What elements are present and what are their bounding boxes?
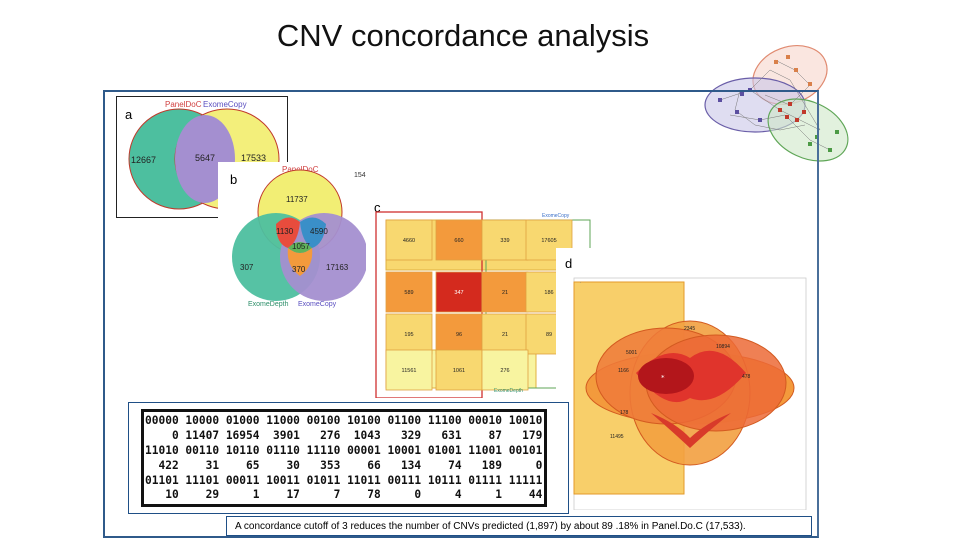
table-row: 01101 11101 00011 10011 01011 11011 0011…: [145, 474, 543, 487]
venn-d-value: 1166: [618, 368, 629, 374]
caption-text: A concordance cutoff of 3 reduces the nu…: [235, 521, 746, 532]
table-row: 422 31 65 30 353 66 134 74 189 0 17: [145, 459, 547, 472]
heatmap-cell-value: 96: [456, 332, 462, 338]
heatmap-cell: [481, 349, 529, 391]
panel-c-label: c: [374, 200, 381, 215]
legend-paneldoc: PanelDoC: [282, 165, 319, 174]
heatmap-cell-value: 589: [404, 290, 413, 296]
heatmap-cell-value: 195: [404, 332, 413, 338]
venn-b-value: 370: [292, 265, 306, 274]
heatmap-cell: [385, 349, 433, 391]
venn-b-value: 307: [240, 263, 254, 272]
table-row: 10 29 1 17 7 78 0 4 1 44: [145, 488, 543, 501]
heatmap-venn-four-set: ExomeCopy 105 46606603391760558934721186…: [375, 211, 591, 398]
panel-b: b PanelDoC 154 11737 1130 4590 1057 307 …: [218, 162, 370, 312]
heatmap-cell-value: 660: [454, 238, 463, 244]
venn-d-value: 11495: [610, 434, 624, 440]
venn-d-value: 478: [742, 374, 751, 380]
venn-d-value: 10894: [716, 344, 730, 350]
venn-d-value: 2345: [684, 326, 695, 332]
panel-a-label: a: [125, 107, 133, 122]
venn-b-value: 17163: [326, 263, 349, 272]
heatmap-cell: [481, 219, 529, 261]
heatmap-cell-value: 1061: [453, 368, 465, 374]
venn-a-value: 5647: [195, 153, 215, 163]
heatmap-cell-value: 17605: [541, 238, 556, 244]
heatmap-cell: [435, 219, 483, 261]
table-row: 00000 10000 01000 11000 00100 10100 0110…: [145, 414, 547, 427]
legend-paneldoc: PanelDoC: [165, 100, 202, 109]
page-title: CNV concordance analysis: [276, 18, 650, 53]
legend-exomecopy: ExomeCopy: [298, 301, 337, 308]
heatmap-cell: [385, 219, 433, 261]
legend-exomecopy: ExomeCopy: [203, 100, 247, 109]
venn-b-value: 1130: [276, 227, 294, 236]
heatmap-cell-value: 89: [546, 332, 552, 338]
heatmap-cell-value: 276: [500, 368, 509, 374]
heatmap-cell-value: 11561: [402, 368, 417, 374]
table-row: 11010 00110 10110 01110 11110 00001 1000…: [145, 444, 547, 457]
heatmap-cell: [481, 271, 529, 313]
venn-a-value: 17533: [241, 153, 266, 163]
legend-exomedepth: ExomeDepth: [248, 301, 289, 308]
venn-b-value: 1057: [292, 242, 310, 251]
panel-b-label: b: [230, 172, 238, 187]
venn-d-value: 178: [620, 410, 629, 416]
heatmap-cell-value: 347: [454, 290, 463, 296]
venn-b-value: 11737: [286, 195, 308, 204]
heatmap-cell-value: 339: [500, 238, 509, 244]
venn-five-set: · 5001 2345 10894 1166 478 178 11495 ⁎: [573, 277, 807, 510]
legend-exomedepth: ExomeDepth: [494, 388, 523, 394]
corner-number: 154: [354, 172, 366, 179]
venn-three-set: PanelDoC 154 11737 1130 4590 1057 307 37…: [232, 165, 368, 308]
concordance-table: 00000 10000 01000 11000 00100 10100 0110…: [141, 409, 547, 507]
heatmap-cell: [385, 313, 433, 355]
svg-text:·: ·: [580, 280, 581, 285]
venn-b-value: 4590: [310, 227, 328, 236]
legend-exomecopy: ExomeCopy: [542, 213, 570, 219]
figure-frame: [103, 90, 819, 538]
panel-d: d · 5001 2345 10894 1166 478 178 11495 ⁎: [556, 248, 808, 510]
heatmap-cell: [385, 271, 433, 313]
venn-d-value: 5001: [626, 350, 637, 356]
table-row: 0 11407 16954 3901 276 1043 329 631 87 1…: [145, 429, 547, 442]
heatmap-cell-value: 186: [544, 290, 553, 296]
panel-c: c ExomeCopy 105 466066033917605589347211…: [366, 190, 592, 398]
heatmap-cell: [435, 271, 483, 313]
venn-a-value: 12667: [131, 155, 156, 165]
heatmap-cell-value: 4660: [403, 238, 415, 244]
svg-text:⁎: ⁎: [661, 373, 665, 380]
heatmap-cell-value: 21: [502, 332, 508, 338]
caption-box: A concordance cutoff of 3 reduces the nu…: [226, 516, 812, 536]
heatmap-cell-value: 21: [502, 290, 508, 296]
panel-d-label: d: [565, 256, 573, 271]
